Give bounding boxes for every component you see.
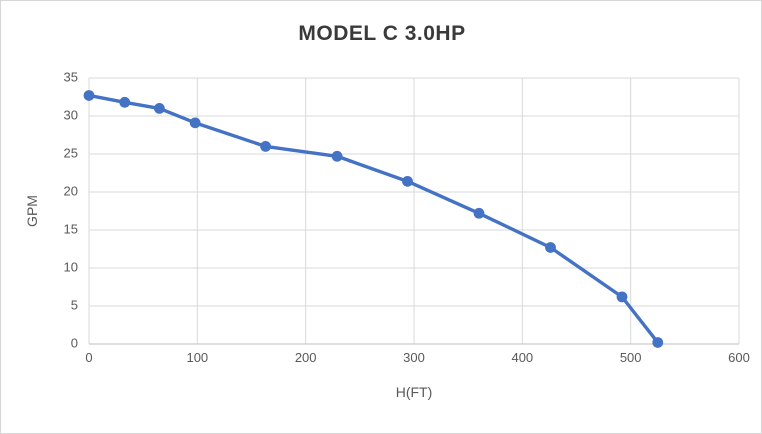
- y-tick-label: 30: [64, 107, 78, 122]
- x-tick-label: 400: [511, 350, 533, 365]
- data-point: [473, 207, 485, 219]
- y-tick-label: 15: [64, 221, 78, 236]
- data-point: [154, 103, 165, 114]
- data-point: [545, 242, 556, 253]
- series-line: [87, 93, 660, 345]
- x-tick-label: 300: [403, 350, 425, 365]
- y-tick-label: 25: [64, 145, 78, 160]
- y-tick-label: 5: [71, 297, 78, 312]
- y-tick-label: 35: [64, 69, 78, 84]
- data-point: [331, 150, 343, 162]
- data-point: [616, 291, 628, 303]
- data-point: [260, 141, 271, 152]
- data-series: [83, 90, 664, 348]
- x-tick-labels: 0 100 200 300 400 500 600: [85, 350, 749, 365]
- x-tick-label: 200: [295, 350, 317, 365]
- data-point: [83, 90, 95, 101]
- x-tick-label: 600: [728, 350, 750, 365]
- data-point: [119, 96, 131, 108]
- y-tick-label: 0: [71, 335, 78, 350]
- x-tick-label: 100: [186, 350, 208, 365]
- data-point: [402, 175, 413, 187]
- data-point: [189, 117, 201, 129]
- y-tick-label: 20: [64, 183, 78, 198]
- chart-title: MODEL C 3.0HP: [298, 22, 466, 45]
- y-tick-label: 10: [64, 259, 78, 274]
- data-point: [652, 337, 664, 348]
- x-tick-label: 0: [85, 350, 92, 365]
- x-tick-label: 500: [620, 350, 642, 365]
- gridlines: [88, 77, 740, 345]
- x-axis-title: H(FT): [395, 384, 433, 400]
- y-tick-labels: 0 5 10 15 20 25 30 35: [64, 69, 78, 350]
